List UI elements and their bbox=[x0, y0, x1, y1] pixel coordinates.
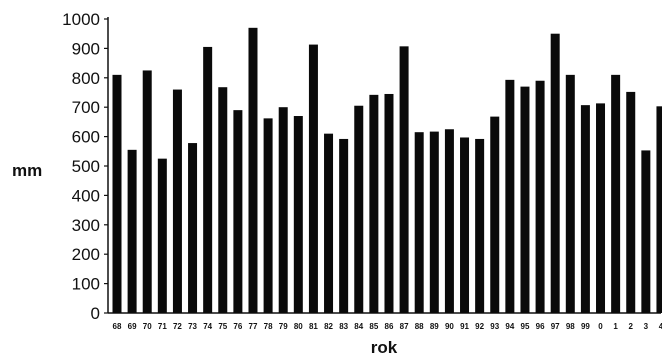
x-tick-label: 81 bbox=[309, 322, 318, 331]
x-tick-label: 74 bbox=[203, 322, 212, 331]
bar bbox=[218, 87, 227, 313]
x-tick-label: 71 bbox=[158, 322, 167, 331]
y-tick-label: 100 bbox=[72, 275, 100, 294]
y-tick-label: 0 bbox=[91, 304, 100, 323]
bar bbox=[611, 75, 620, 313]
bar bbox=[279, 107, 288, 313]
bar bbox=[324, 134, 333, 313]
x-tick-label: 87 bbox=[400, 322, 409, 331]
x-tick-label: 0 bbox=[598, 322, 603, 331]
y-tick-label: 300 bbox=[72, 216, 100, 235]
bar bbox=[566, 75, 575, 313]
bar bbox=[581, 105, 590, 313]
bar bbox=[505, 80, 514, 313]
x-tick-label: 68 bbox=[113, 322, 122, 331]
x-tick-label: 69 bbox=[128, 322, 137, 331]
x-tick-label: 79 bbox=[279, 322, 288, 331]
bar bbox=[400, 46, 409, 313]
bar bbox=[339, 139, 348, 313]
bar bbox=[113, 75, 122, 313]
x-tick-label: 95 bbox=[521, 322, 530, 331]
bar bbox=[143, 70, 152, 313]
x-tick-label: 70 bbox=[143, 322, 152, 331]
x-axis-title: rok bbox=[371, 338, 398, 357]
x-tick-label: 85 bbox=[369, 322, 378, 331]
bar bbox=[294, 116, 303, 313]
x-tick-label: 97 bbox=[551, 322, 560, 331]
bar bbox=[309, 45, 318, 313]
bar bbox=[203, 47, 212, 313]
bar bbox=[656, 106, 662, 313]
bar bbox=[626, 92, 635, 313]
x-tick-label: 93 bbox=[490, 322, 499, 331]
x-tick-label: 82 bbox=[324, 322, 333, 331]
y-tick-label: 400 bbox=[72, 186, 100, 205]
bar bbox=[641, 150, 650, 313]
x-tick-label: 1 bbox=[613, 322, 618, 331]
bar bbox=[173, 90, 182, 313]
y-tick-label: 600 bbox=[72, 128, 100, 147]
bar bbox=[264, 118, 273, 313]
x-tick-label: 83 bbox=[339, 322, 348, 331]
x-tick-label: 73 bbox=[188, 322, 197, 331]
bar bbox=[233, 110, 242, 313]
y-tick-label: 1000 bbox=[62, 10, 100, 29]
x-tick-label: 88 bbox=[415, 322, 424, 331]
bars bbox=[113, 28, 662, 313]
y-tick-label: 500 bbox=[72, 157, 100, 176]
bar bbox=[520, 87, 529, 313]
bar bbox=[128, 150, 137, 313]
x-axis: 68 69 70 71 72 73 74 75 76 77 78 79 80 81 82 83 84 85 86 87… bbox=[108, 313, 662, 331]
bar bbox=[430, 132, 439, 313]
x-tick-label: 80 bbox=[294, 322, 303, 331]
x-tick-label: 96 bbox=[536, 322, 545, 331]
bar bbox=[460, 137, 469, 313]
bar bbox=[445, 129, 454, 313]
x-tick-label: 90 bbox=[445, 322, 454, 331]
bar bbox=[369, 95, 378, 313]
bar bbox=[415, 132, 424, 313]
x-tick-label: 91 bbox=[460, 322, 469, 331]
x-tick-label: 2 bbox=[629, 322, 634, 331]
x-tick-label: 77 bbox=[249, 322, 258, 331]
y-tick-label: 800 bbox=[72, 69, 100, 88]
y-tick-label: 900 bbox=[72, 39, 100, 58]
x-tick-label: 94 bbox=[505, 322, 514, 331]
bar bbox=[475, 139, 484, 313]
bar bbox=[596, 103, 605, 313]
bar bbox=[248, 28, 257, 313]
y-axis: 0 100 200 300 400 500 600 700 800 900 1000 bbox=[62, 10, 108, 323]
bar bbox=[188, 143, 197, 313]
y-tick-label: 200 bbox=[72, 245, 100, 264]
x-tick-label: 86 bbox=[385, 322, 394, 331]
bar bbox=[490, 117, 499, 313]
x-tick-label: 75 bbox=[218, 322, 227, 331]
bar bbox=[354, 106, 363, 313]
x-tick-label: 84 bbox=[354, 322, 363, 331]
x-tick-label: 72 bbox=[173, 322, 182, 331]
x-tick-label: 89 bbox=[430, 322, 439, 331]
x-tick-label: 78 bbox=[264, 322, 273, 331]
y-tick-label: 700 bbox=[72, 98, 100, 117]
x-tick-label: 99 bbox=[581, 322, 590, 331]
x-tick-label: 76 bbox=[233, 322, 242, 331]
y-axis-title: mm bbox=[12, 161, 42, 180]
x-tick-label: 3 bbox=[644, 322, 649, 331]
x-tick-label: 92 bbox=[475, 322, 484, 331]
bar bbox=[536, 81, 545, 313]
bar bbox=[384, 94, 393, 313]
x-tick-label: 98 bbox=[566, 322, 575, 331]
bar bbox=[158, 159, 167, 313]
bar bbox=[551, 34, 560, 313]
